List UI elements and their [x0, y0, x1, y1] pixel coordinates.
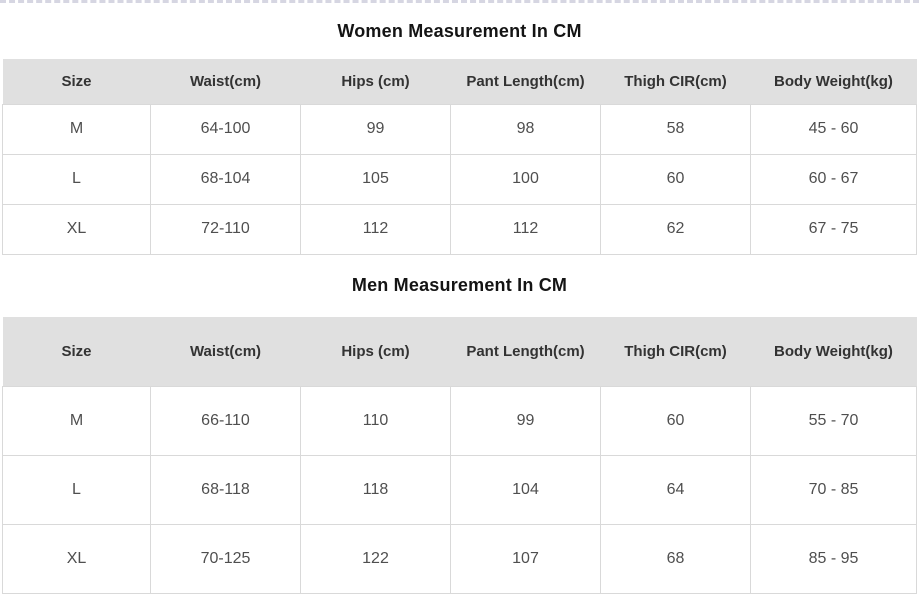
table-cell: L: [2, 153, 151, 205]
women-size-table: Size Waist(cm) Hips (cm) Pant Length(cm)…: [2, 59, 917, 255]
women-table-title: Women Measurement In CM: [337, 20, 582, 41]
table-row-men-l: L 68-118 118 104 64 70 - 85: [2, 455, 917, 525]
table-cell: 68: [600, 524, 751, 594]
column-header-thigh-cir: Thigh CIR(cm): [600, 59, 751, 104]
table-cell: 45 - 60: [750, 103, 917, 155]
column-header-hips: Hips (cm): [300, 316, 451, 387]
table-row-women-l: L 68-104 105 100 60 60 - 67: [2, 153, 917, 205]
table-cell: 122: [300, 524, 451, 594]
table-row-women-xl: XL 72-110 112 112 62 67 - 75: [2, 203, 917, 255]
table-row-women-m: M 64-100 99 98 58 45 - 60: [2, 103, 917, 155]
men-table-title: Men Measurement In CM: [351, 275, 568, 295]
table-cell: 112: [450, 203, 601, 255]
table-cell: 98: [450, 103, 601, 155]
column-header-body-weight: Body Weight(kg): [750, 59, 917, 104]
table-cell: 67 - 75: [750, 203, 917, 255]
table-cell: 70 - 85: [750, 455, 917, 525]
table-cell: XL: [2, 203, 151, 255]
table-cell: 64-100: [150, 103, 301, 155]
table-row-men-m: M 66-110 110 99 60 55 - 70: [2, 386, 917, 456]
table-row-men-xl: XL 70-125 122 107 68 85 - 95: [2, 524, 917, 594]
table-cell: 68-118: [150, 455, 301, 525]
table-cell: M: [2, 103, 151, 155]
column-header-waist: Waist(cm): [150, 59, 301, 104]
table-cell: 70-125: [150, 524, 301, 594]
table-cell: 72-110: [150, 203, 301, 255]
column-header-hips: Hips (cm): [300, 59, 451, 104]
column-header-pant-length: Pant Length(cm): [450, 59, 601, 104]
table-cell: 110: [300, 386, 451, 456]
table-cell: 118: [300, 455, 451, 525]
table-cell: 107: [450, 524, 601, 594]
column-header-size: Size: [2, 316, 151, 387]
women-table-wrap: Size Waist(cm) Hips (cm) Pant Length(cm)…: [0, 59, 919, 255]
table-cell: 64: [600, 455, 751, 525]
women-header-row: Size Waist(cm) Hips (cm) Pant Length(cm)…: [2, 59, 917, 104]
table-cell: 112: [300, 203, 451, 255]
men-size-table: Size Waist(cm) Hips (cm) Pant Length(cm)…: [2, 316, 917, 594]
table-cell: 99: [300, 103, 451, 155]
table-cell: 55 - 70: [750, 386, 917, 456]
table-cell: L: [2, 455, 151, 525]
table-cell: 104: [450, 455, 601, 525]
table-cell: 62: [600, 203, 751, 255]
men-table-wrap: Size Waist(cm) Hips (cm) Pant Length(cm)…: [0, 316, 919, 594]
table-cell: 60: [600, 386, 751, 456]
table-cell: 99: [450, 386, 601, 456]
table-cell: 68-104: [150, 153, 301, 205]
column-header-thigh-cir: Thigh CIR(cm): [600, 316, 751, 387]
table-cell: 85 - 95: [750, 524, 917, 594]
table-cell: 60: [600, 153, 751, 205]
table-cell: 100: [450, 153, 601, 205]
table-cell: 58: [600, 103, 751, 155]
column-header-waist: Waist(cm): [150, 316, 301, 387]
column-header-body-weight: Body Weight(kg): [750, 316, 917, 387]
column-header-pant-length: Pant Length(cm): [450, 316, 601, 387]
table-cell: 60 - 67: [750, 153, 917, 205]
table-cell: XL: [2, 524, 151, 594]
table-cell: 66-110: [150, 386, 301, 456]
table-cell: M: [2, 386, 151, 456]
column-header-size: Size: [2, 59, 151, 104]
men-header-row: Size Waist(cm) Hips (cm) Pant Length(cm)…: [2, 316, 917, 387]
table-cell: 105: [300, 153, 451, 205]
